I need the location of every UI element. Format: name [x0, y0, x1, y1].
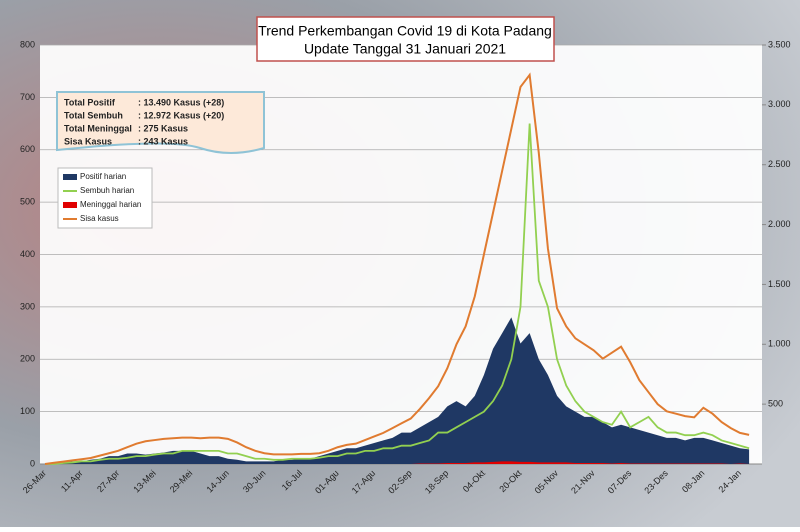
info-label: Total Positif	[64, 97, 116, 107]
legend-label: Sisa kasus	[80, 214, 119, 223]
info-label: Total Meninggal	[64, 123, 132, 133]
y2-tick-label: 1.000	[768, 339, 791, 349]
legend-label: Positif harian	[80, 172, 126, 181]
info-value: : 275 Kasus	[138, 123, 188, 133]
chart-title: Trend Perkembangan Covid 19 di Kota Pada…	[258, 23, 552, 39]
info-value: : 13.490 Kasus (+28)	[138, 97, 224, 107]
y2-tick-label: 500	[768, 399, 783, 409]
area-series	[45, 317, 750, 464]
info-value: : 12.972 Kasus (+20)	[138, 110, 224, 120]
y2-tick-label: 2.000	[768, 219, 791, 229]
info-label: Total Sembuh	[64, 110, 123, 120]
y2-tick-label: 3.000	[768, 99, 791, 109]
chart-subtitle: Update Tanggal 31 Januari 2021	[304, 41, 506, 57]
area-series	[45, 461, 750, 464]
y2-tick-label: 1.500	[768, 279, 791, 289]
legend-label: Meninggal harian	[80, 200, 141, 209]
title-box	[256, 16, 555, 62]
line-series	[44, 72, 750, 465]
y-tick-label: 600	[20, 144, 35, 154]
y2-tick-label: 2.500	[768, 159, 791, 169]
legend-label: Sembuh harian	[80, 186, 134, 195]
info-label: Sisa Kasus	[64, 136, 112, 146]
y-tick-label: 0	[30, 458, 35, 468]
y-tick-label: 300	[20, 301, 35, 311]
y-tick-label: 400	[20, 249, 35, 259]
y-tick-label: 200	[20, 354, 35, 364]
y-tick-label: 500	[20, 197, 35, 207]
info-box	[56, 91, 265, 154]
y2-tick-label: 3.500	[768, 39, 791, 49]
legend-swatch	[63, 202, 77, 208]
y-tick-label: 700	[20, 92, 35, 102]
y-tick-label: 100	[20, 406, 35, 416]
legend-swatch	[63, 174, 77, 180]
line-series	[45, 123, 750, 465]
info-value: : 243 Kasus	[138, 136, 188, 146]
y-tick-label: 800	[20, 39, 35, 49]
